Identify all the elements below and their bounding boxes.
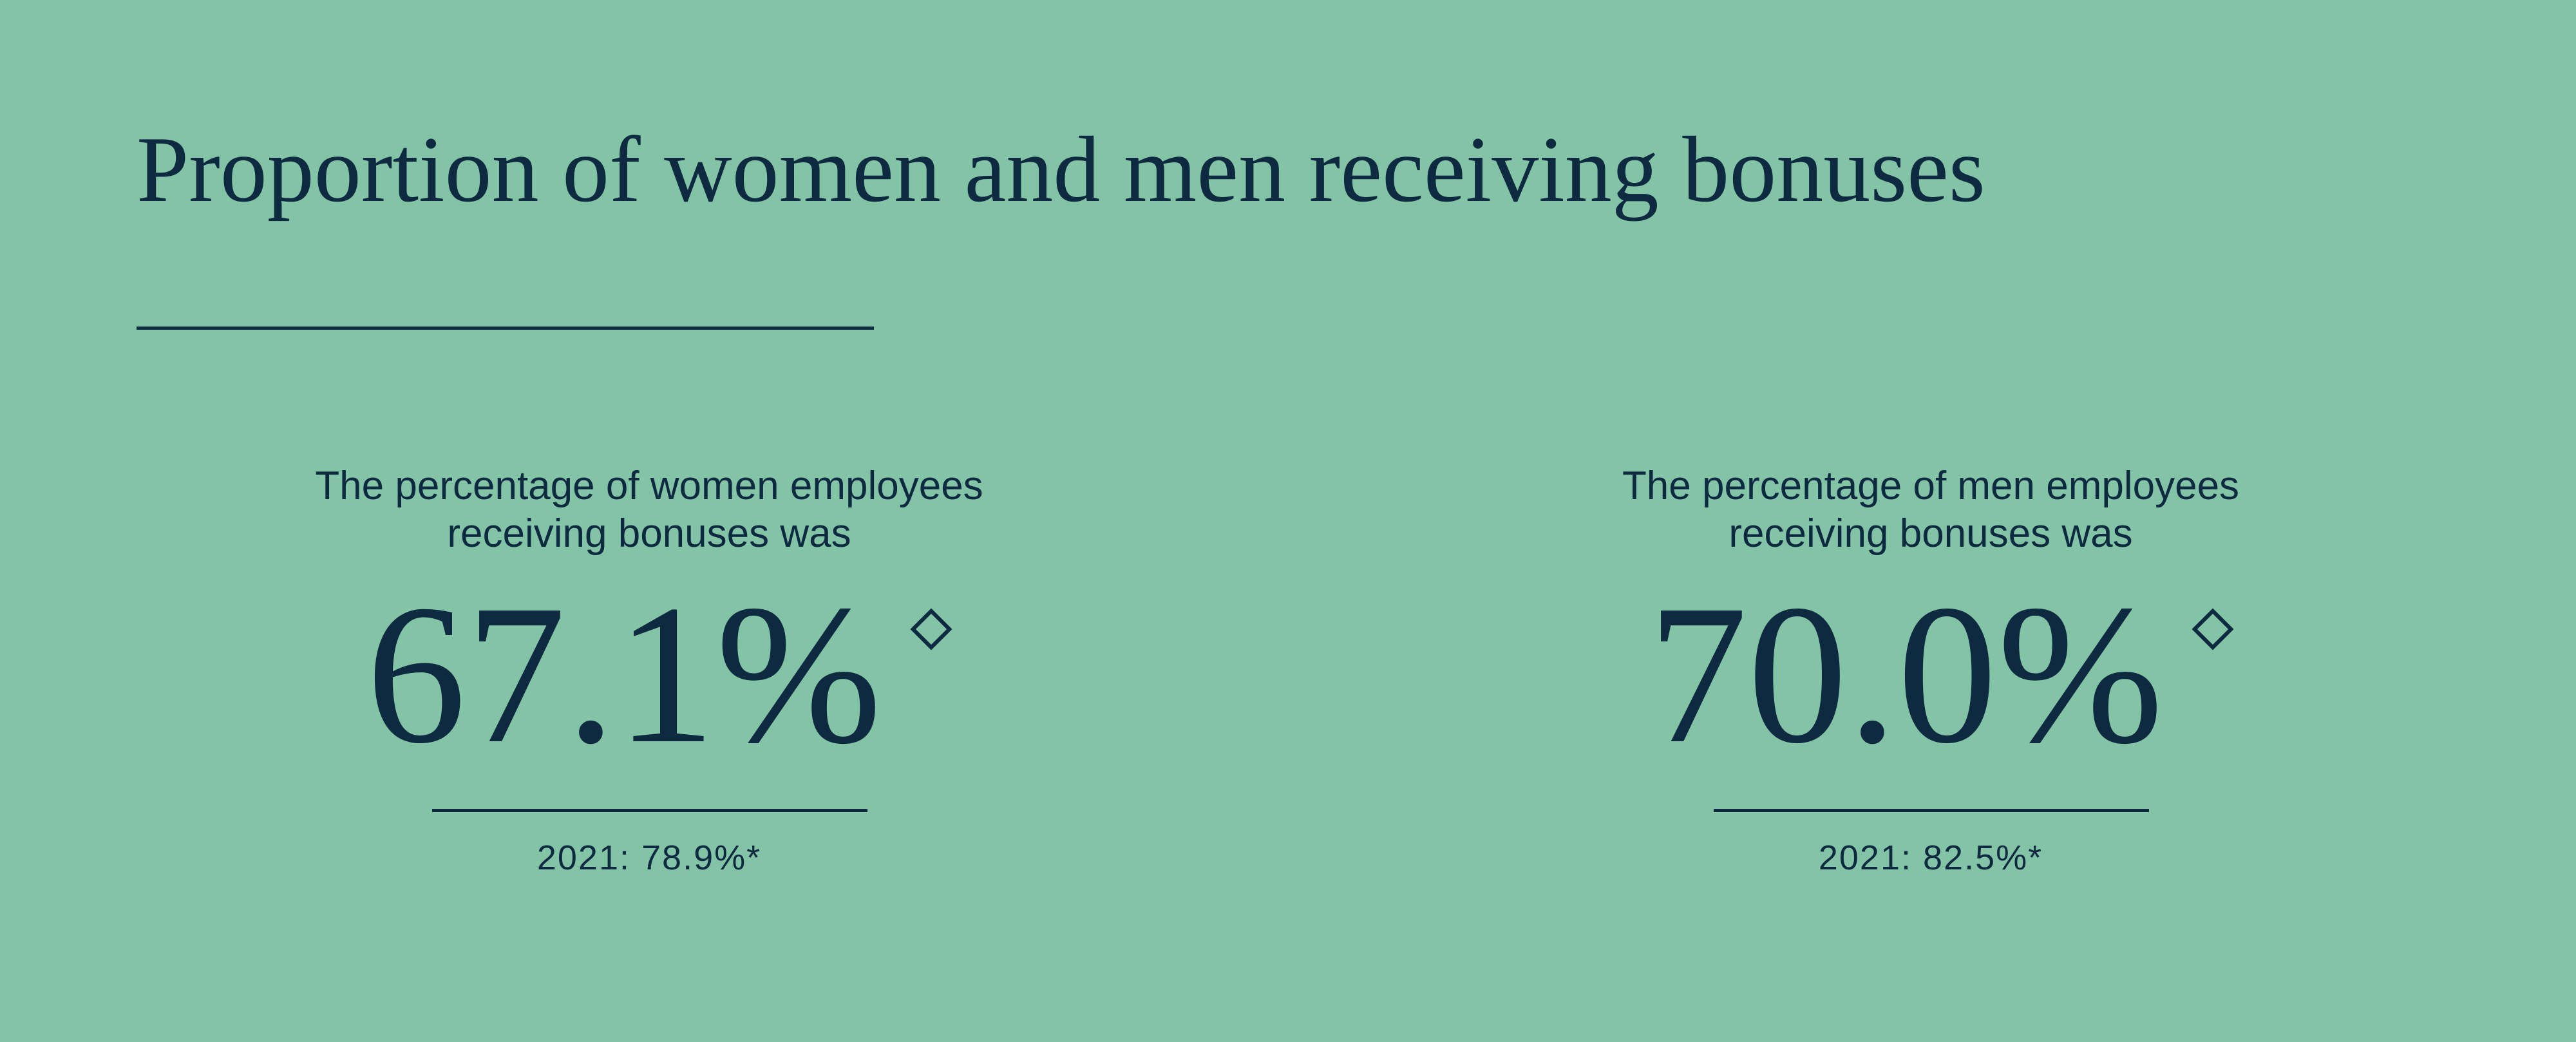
- stat-value: 70.0%: [1647, 564, 2164, 785]
- stat-caption: receiving bonuses was: [1728, 511, 2133, 556]
- title: Proportion of women and men receiving bo…: [137, 117, 1985, 222]
- stat-caption: The percentage of men employees: [1622, 464, 2240, 508]
- stat-value: 67.1%: [366, 564, 882, 785]
- divider: [137, 327, 874, 330]
- stat-previous: 2021: 78.9%*: [536, 838, 762, 877]
- diamond-icon: [2192, 608, 2234, 650]
- stat-divider: [432, 809, 867, 812]
- stat-caption: The percentage of women employees: [315, 464, 983, 508]
- stat-caption: receiving bonuses was: [447, 511, 851, 556]
- stat-divider: [1714, 809, 2149, 812]
- diamond-icon: [910, 608, 952, 650]
- stat-previous: 2021: 82.5%*: [1818, 838, 2043, 877]
